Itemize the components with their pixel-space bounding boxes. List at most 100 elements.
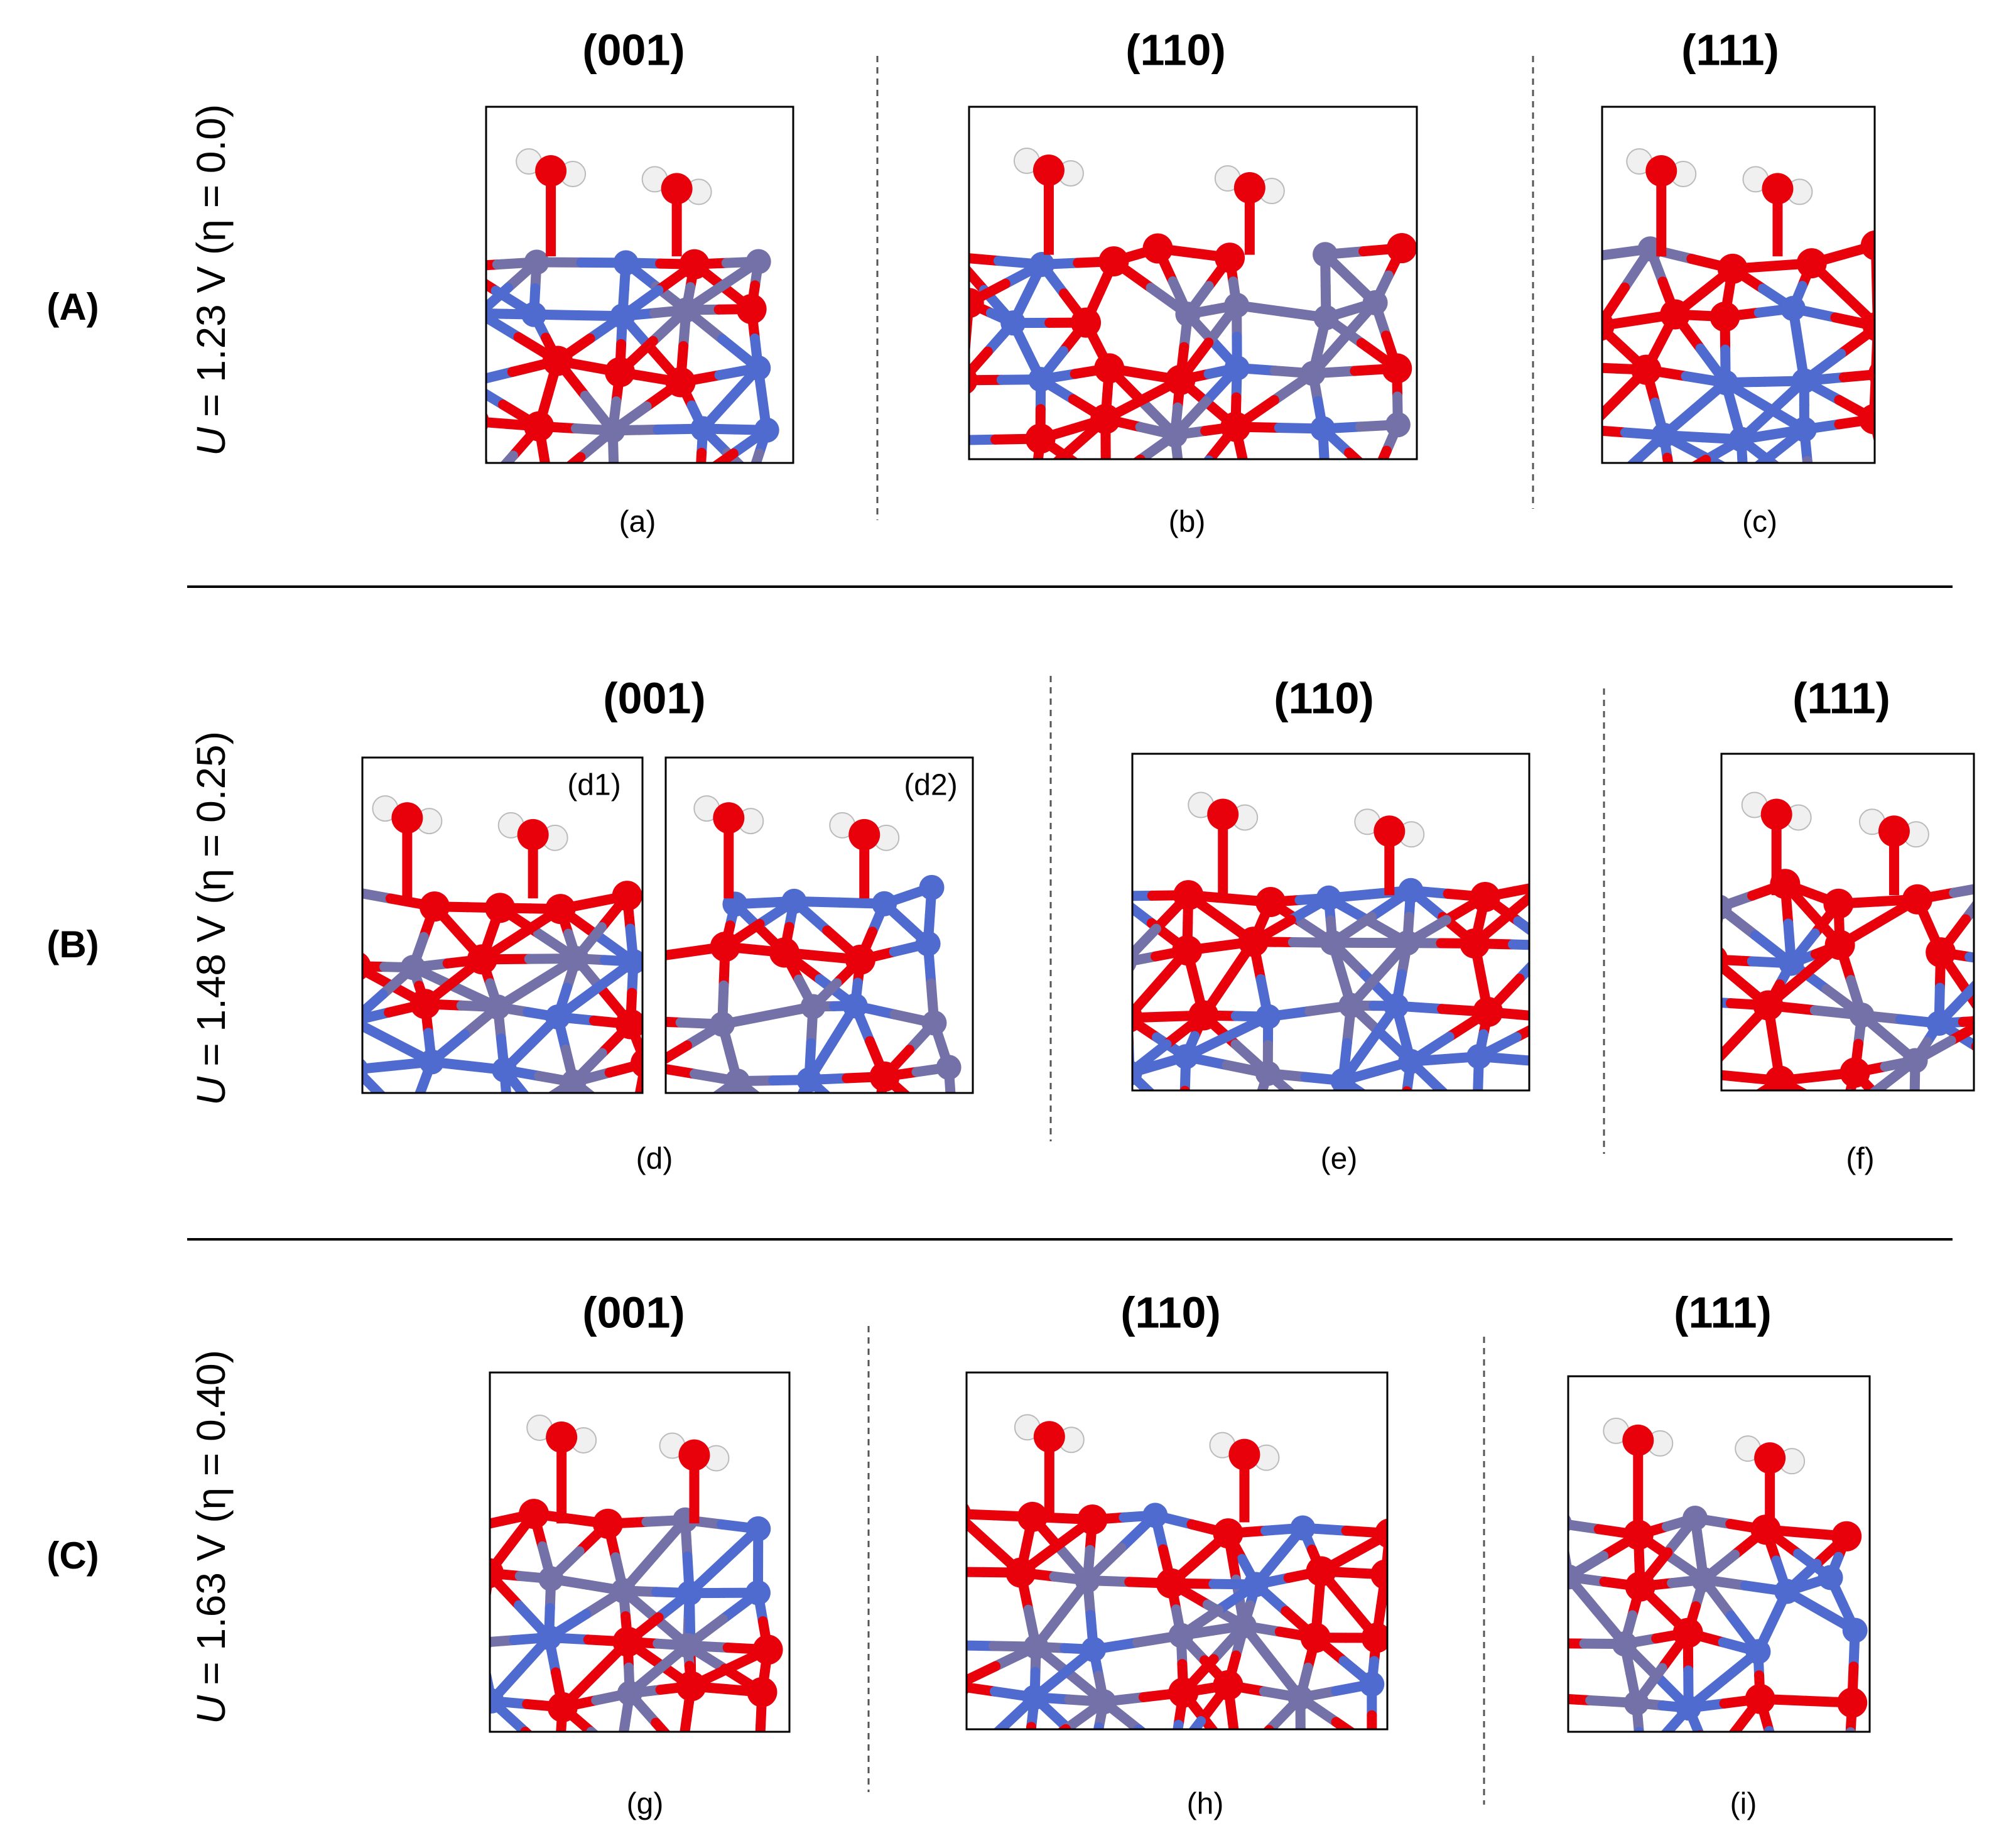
bond — [1721, 955, 1757, 967]
atom — [1236, 482, 1266, 513]
atom — [754, 417, 779, 443]
bond — [1574, 259, 1586, 292]
bond — [1124, 962, 1126, 990]
bond — [1662, 452, 1674, 463]
bond — [559, 1759, 590, 1763]
bond — [1205, 1722, 1219, 1729]
bond — [967, 1682, 1000, 1697]
atom — [1091, 469, 1121, 499]
bond — [362, 888, 396, 904]
bond — [1343, 447, 1364, 459]
panel-heading: (111) — [1792, 673, 1890, 722]
structure — [646, 795, 962, 1150]
bond — [1301, 1752, 1336, 1758]
bond — [586, 1727, 599, 1732]
bond — [1721, 1034, 1742, 1063]
atom — [1013, 1741, 1043, 1771]
atom — [475, 472, 500, 497]
atom — [1754, 1442, 1786, 1474]
bond — [486, 367, 517, 384]
atom — [1760, 798, 1792, 830]
atom — [967, 1503, 971, 1525]
atom — [610, 303, 636, 329]
atom — [486, 303, 492, 324]
atom — [1682, 1505, 1708, 1531]
atom — [1602, 311, 1615, 341]
bond — [664, 1107, 700, 1134]
bond — [473, 313, 479, 348]
atom — [519, 1499, 550, 1530]
panel-frame — [485, 106, 794, 464]
atom — [1660, 299, 1691, 330]
atom — [1672, 1617, 1703, 1648]
bond — [1568, 1545, 1569, 1553]
bond — [486, 417, 512, 429]
bond — [1217, 1126, 1250, 1128]
atom — [1818, 1565, 1843, 1590]
bond — [666, 947, 693, 960]
atom — [1168, 1677, 1199, 1708]
atom — [1243, 1572, 1269, 1597]
bond — [646, 1044, 652, 1067]
atom — [1676, 1695, 1701, 1721]
atom — [969, 366, 978, 394]
bond — [1699, 1037, 1704, 1073]
bond — [1116, 896, 1120, 930]
bond — [1511, 1025, 1529, 1043]
atom — [1612, 1631, 1637, 1657]
atom — [860, 1125, 885, 1150]
atom — [1238, 927, 1269, 957]
bond — [1319, 454, 1330, 459]
atom — [1863, 312, 1875, 342]
atom — [1316, 885, 1341, 911]
bond — [1544, 1610, 1556, 1643]
bond — [551, 1106, 562, 1129]
bond — [1958, 1016, 1974, 1027]
atom — [1568, 1564, 1581, 1590]
atom — [1313, 305, 1339, 330]
bond — [509, 1124, 530, 1126]
atom — [1767, 1119, 1797, 1150]
atom — [781, 888, 807, 914]
bond — [696, 447, 707, 463]
row-label: (C) — [46, 1535, 99, 1577]
bond — [953, 1665, 955, 1685]
atom — [1696, 1747, 1726, 1778]
bond — [528, 1099, 552, 1129]
atom — [455, 371, 480, 396]
atom — [1464, 1112, 1489, 1137]
bond — [1703, 959, 1713, 980]
atom — [1824, 930, 1855, 960]
bond — [841, 1109, 872, 1138]
atom — [872, 891, 897, 916]
bond — [352, 994, 354, 1021]
atom — [1753, 990, 1784, 1021]
panel-caption: (c) — [1742, 506, 1777, 539]
bond — [1991, 886, 1994, 924]
structure — [455, 148, 779, 497]
bond — [1601, 486, 1636, 492]
atom — [1842, 1617, 1868, 1643]
bond — [1721, 997, 1736, 1009]
bond — [362, 1082, 364, 1093]
bond — [1960, 900, 1974, 925]
panel-caption: (e) — [1321, 1143, 1358, 1176]
bond — [486, 278, 501, 296]
bond — [1326, 482, 1350, 488]
bond — [646, 930, 651, 957]
panel-frame — [489, 1371, 791, 1733]
bond — [467, 348, 474, 383]
atom — [921, 1010, 947, 1036]
atom — [969, 251, 970, 263]
bond — [1845, 1727, 1856, 1732]
atom — [1765, 1065, 1796, 1090]
atom — [542, 345, 573, 376]
bond — [490, 1568, 494, 1603]
atom — [490, 1558, 504, 1589]
bond — [1696, 1730, 1704, 1732]
atom — [1466, 1044, 1492, 1070]
atom — [1162, 422, 1188, 448]
bond — [1706, 1100, 1708, 1126]
atom — [1382, 353, 1412, 384]
atom — [744, 1744, 774, 1774]
